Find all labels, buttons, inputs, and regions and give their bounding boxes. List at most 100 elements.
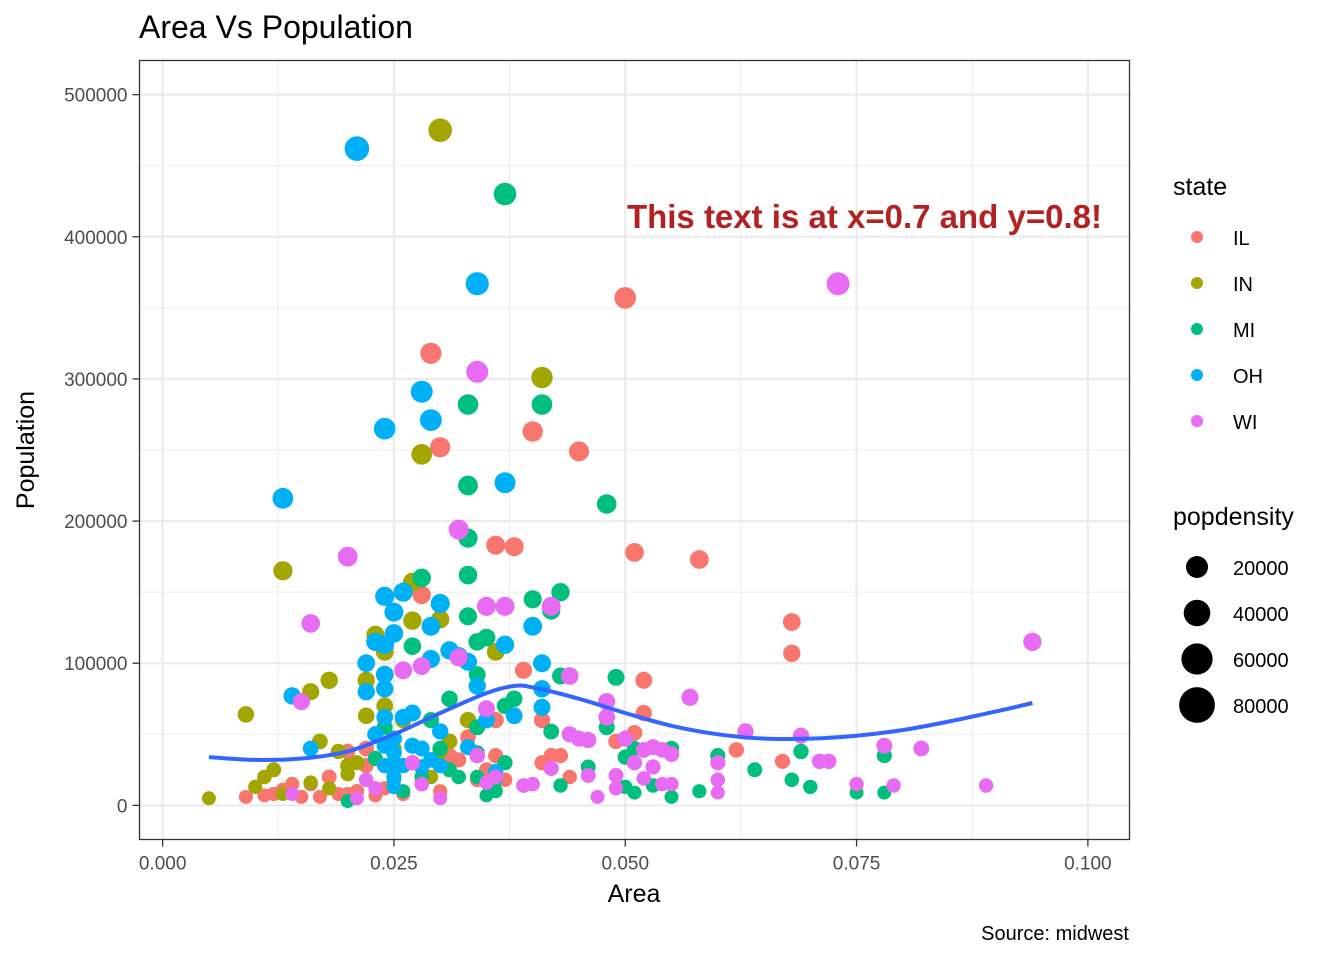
point-oh bbox=[384, 624, 404, 643]
point-mi bbox=[488, 784, 503, 799]
legend-key-oh bbox=[1191, 369, 1203, 381]
point-il bbox=[486, 535, 506, 555]
point-wi bbox=[1023, 632, 1042, 652]
point-oh bbox=[373, 417, 396, 440]
point-mi bbox=[553, 778, 568, 793]
point-wi bbox=[792, 727, 810, 744]
point-oh bbox=[386, 779, 402, 795]
point-wi bbox=[541, 596, 561, 616]
point-wi bbox=[876, 737, 893, 754]
legend-key-wi bbox=[1191, 415, 1203, 427]
point-mi bbox=[793, 743, 809, 760]
x-tick-label: 0.075 bbox=[833, 854, 881, 875]
legend-state-title: state bbox=[1173, 173, 1227, 201]
point-wi bbox=[626, 755, 643, 771]
point-il bbox=[504, 537, 524, 557]
point-il bbox=[285, 776, 300, 792]
point-wi bbox=[477, 596, 496, 616]
point-mi bbox=[403, 637, 422, 655]
point-wi bbox=[358, 772, 374, 788]
legend-label-wi: WI bbox=[1233, 412, 1257, 434]
point-mi bbox=[523, 590, 542, 609]
data-points bbox=[201, 118, 1042, 809]
point-wi bbox=[617, 730, 634, 747]
y-tick-label: 400000 bbox=[64, 228, 127, 249]
point-oh bbox=[375, 586, 395, 607]
point-il bbox=[430, 437, 451, 458]
point-oh bbox=[420, 409, 442, 431]
panel-border bbox=[138, 59, 1131, 841]
point-oh bbox=[495, 635, 515, 654]
point-wi bbox=[543, 760, 559, 777]
point-wi bbox=[580, 768, 596, 783]
y-axis: 0 100000 200000 300000 400000 500000 bbox=[64, 86, 140, 817]
point-mi bbox=[607, 668, 625, 686]
point-wi bbox=[645, 759, 661, 775]
point-oh bbox=[393, 582, 413, 602]
point-mi bbox=[451, 769, 467, 785]
point-in bbox=[322, 781, 337, 796]
point-oh bbox=[403, 704, 421, 722]
point-oh bbox=[376, 680, 394, 698]
point-in bbox=[201, 791, 216, 806]
point-wi bbox=[337, 546, 358, 567]
point-in bbox=[411, 444, 433, 465]
point-in bbox=[320, 671, 338, 689]
point-oh bbox=[357, 654, 376, 673]
y-tick-label: 0 bbox=[117, 796, 128, 817]
legend-size-label: 80000 bbox=[1233, 696, 1289, 718]
point-il bbox=[614, 287, 636, 309]
point-mi bbox=[459, 607, 477, 626]
point-wi bbox=[449, 648, 468, 667]
point-il bbox=[774, 753, 791, 769]
point-mi bbox=[627, 785, 642, 800]
y-tick-label: 500000 bbox=[64, 86, 127, 107]
legend-size-key bbox=[1186, 556, 1208, 578]
point-wi bbox=[466, 360, 489, 383]
point-mi bbox=[664, 789, 679, 804]
legend-size-key bbox=[1183, 599, 1211, 627]
x-tick-label: 0.000 bbox=[139, 854, 187, 875]
point-oh bbox=[344, 136, 370, 161]
point-il bbox=[689, 550, 709, 569]
point-wi bbox=[301, 614, 321, 633]
point-wi bbox=[663, 746, 680, 762]
point-oh bbox=[468, 677, 486, 695]
point-wi bbox=[590, 789, 605, 804]
point-mi bbox=[692, 784, 707, 799]
point-oh bbox=[384, 602, 404, 622]
point-mi bbox=[784, 772, 800, 788]
chart-title: Area Vs Population bbox=[139, 9, 413, 45]
point-in bbox=[403, 611, 422, 630]
point-wi bbox=[826, 272, 850, 296]
point-wi bbox=[495, 596, 515, 616]
point-il bbox=[451, 752, 467, 768]
point-oh bbox=[533, 698, 551, 716]
point-mi bbox=[477, 628, 496, 647]
point-oh bbox=[432, 723, 449, 740]
point-wi bbox=[598, 708, 616, 726]
point-il bbox=[238, 789, 253, 804]
point-oh bbox=[413, 740, 430, 757]
point-oh bbox=[302, 740, 319, 757]
point-oh bbox=[430, 593, 450, 614]
point-wi bbox=[448, 519, 469, 540]
legend-size-label: 40000 bbox=[1233, 604, 1289, 626]
legend-label-il: IL bbox=[1233, 228, 1250, 250]
point-oh bbox=[376, 708, 394, 726]
point-il bbox=[312, 789, 327, 804]
point-wi bbox=[978, 778, 994, 793]
legend-key-in bbox=[1191, 277, 1203, 289]
caption: Source: midwest bbox=[981, 923, 1129, 945]
point-wi bbox=[849, 776, 864, 792]
point-oh bbox=[432, 757, 448, 774]
point-wi bbox=[488, 769, 504, 785]
legend-popdensity-title: popdensity bbox=[1173, 503, 1294, 531]
point-il bbox=[782, 613, 801, 631]
point-oh bbox=[494, 472, 516, 494]
point-mi bbox=[412, 568, 432, 588]
legend-size-label: 20000 bbox=[1233, 558, 1289, 580]
point-mi bbox=[493, 182, 517, 206]
y-tick-label: 300000 bbox=[64, 370, 127, 391]
point-oh bbox=[523, 616, 543, 636]
